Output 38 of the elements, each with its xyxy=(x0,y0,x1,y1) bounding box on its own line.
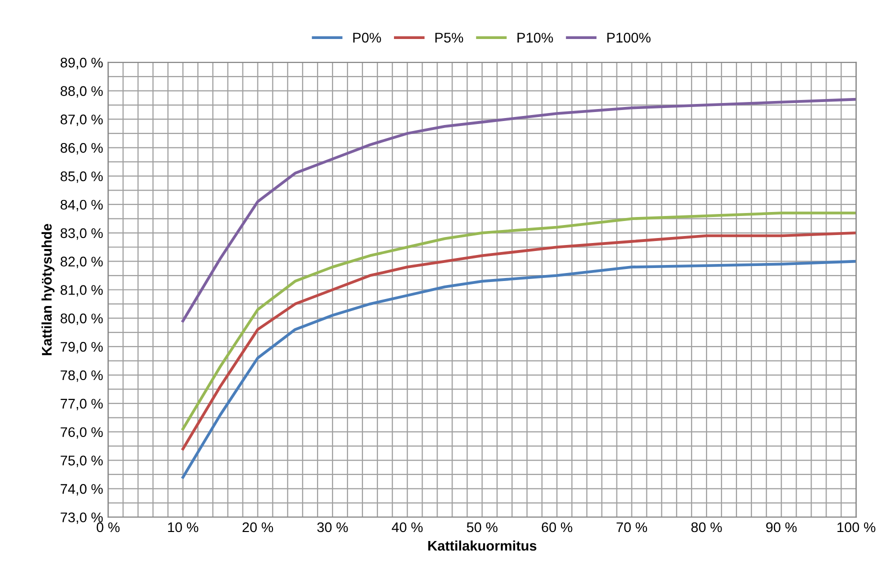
y-tick-label: 79,0 % xyxy=(60,342,103,354)
x-tick-label: 80 % xyxy=(691,522,722,532)
legend-label: P0% xyxy=(353,32,381,43)
x-tick-label: 0 % xyxy=(96,522,120,532)
x-tick-label: 70 % xyxy=(616,522,648,532)
line-series xyxy=(182,232,856,450)
y-tick-label: 86,0 % xyxy=(60,142,103,154)
y-tick-label: 83,0 % xyxy=(60,228,103,240)
y-axis-title: Kattilan hyötysuhde xyxy=(42,224,54,356)
y-tick-label: 84,0 % xyxy=(60,200,103,212)
y-tick-label: 88,0 % xyxy=(60,86,103,98)
line-series xyxy=(182,98,856,322)
y-tick-label: 87,0 % xyxy=(60,114,103,126)
line-series xyxy=(182,260,856,479)
x-tick-label: 60 % xyxy=(542,522,572,532)
y-tick-label: 77,0 % xyxy=(60,398,103,410)
y-tick-label: 80,0 % xyxy=(60,314,103,325)
y-tick-label: 76,0 % xyxy=(60,427,103,439)
y-tick-label: 82,0 % xyxy=(60,256,103,268)
x-tick-label: 50 % xyxy=(466,522,498,532)
y-tick-label: 73,0 % xyxy=(60,512,103,524)
y-tick-label: 89,0 % xyxy=(60,58,103,70)
legend-label: P100% xyxy=(607,32,651,43)
x-tick-label: 10 % xyxy=(168,522,198,532)
x-tick-label: 90 % xyxy=(766,522,797,532)
legend-label: P10% xyxy=(518,32,553,43)
legend-label: P5% xyxy=(435,32,464,43)
y-tick-label: 74,0 % xyxy=(60,484,103,496)
y-tick-label: 85,0 % xyxy=(60,171,103,183)
x-tick-label: 30 % xyxy=(317,522,348,532)
y-tick-label: 81,0 % xyxy=(60,285,103,297)
x-tick-label: 100 % xyxy=(838,522,876,532)
x-tick-label: 40 % xyxy=(392,522,423,532)
y-tick-label: 75,0 % xyxy=(60,456,103,468)
x-tick-label: 20 % xyxy=(242,522,274,532)
line-series xyxy=(182,212,856,430)
y-tick-label: 78,0 % xyxy=(60,370,103,382)
x-axis-title: Kattilakuormitus xyxy=(428,540,536,551)
